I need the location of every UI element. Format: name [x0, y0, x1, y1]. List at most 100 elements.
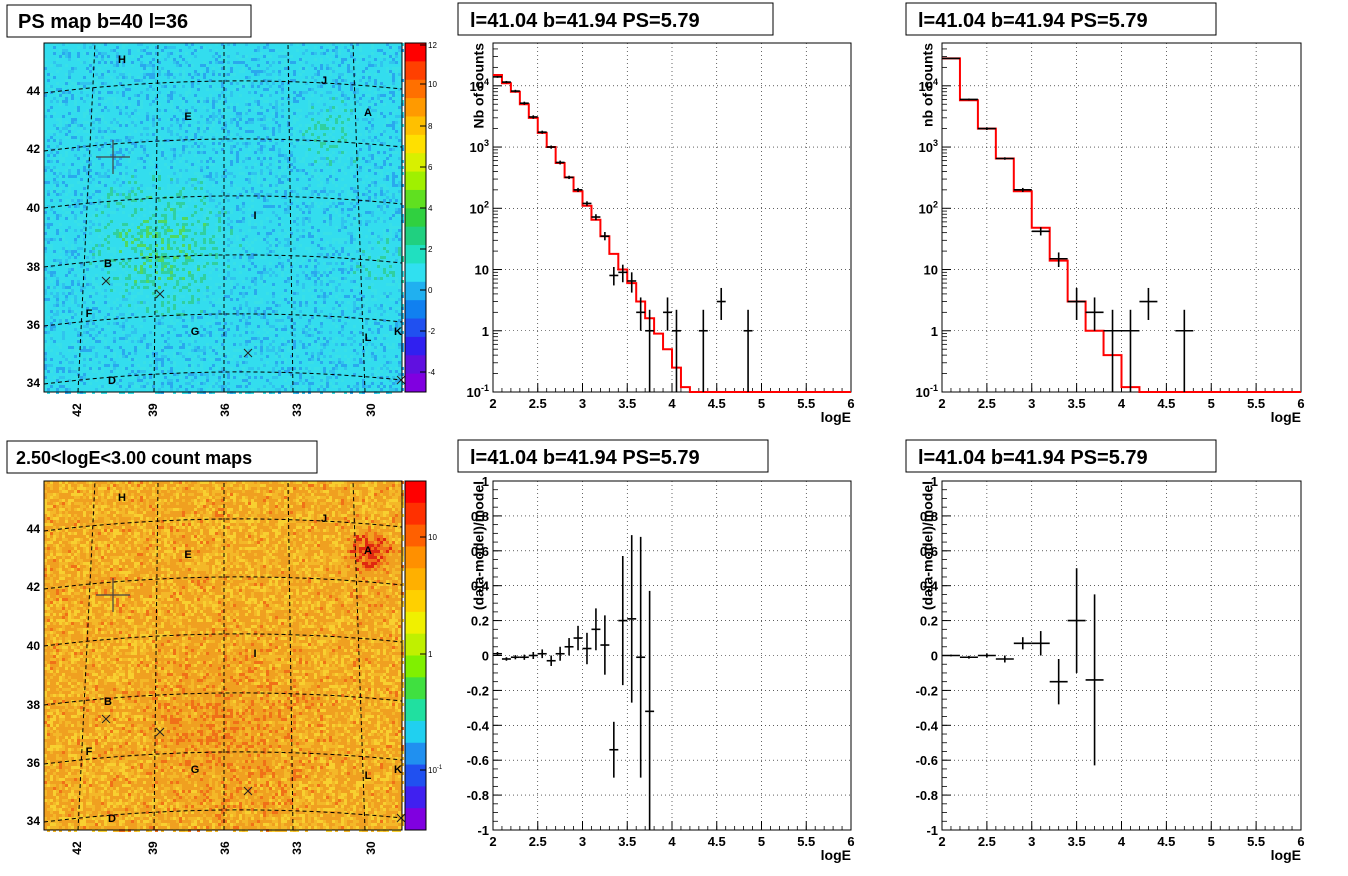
source-label-j: J — [321, 513, 327, 525]
resid2-ylabel: (data-model)/model — [919, 481, 935, 610]
spec2-x-tick-label: 2 — [938, 396, 945, 411]
resid2-data-point — [942, 654, 960, 657]
psmap-palette-tick: 0 — [428, 286, 433, 295]
spec2-model-histogram — [942, 57, 1301, 393]
lon-tick-label: 33 — [290, 841, 304, 855]
countmap-palette-tick: 10 — [428, 533, 437, 542]
lon-tick-label: 30 — [364, 403, 378, 417]
resid1-data-point — [618, 556, 628, 686]
spec2-data-point — [995, 157, 1014, 160]
source-label-f: F — [86, 746, 93, 758]
spec1-data-point — [627, 272, 637, 293]
residual-pad-1: 2 2.5 3 3.5 4 4.5 5 5.5 6 1 0.8 0.6 0.4 0.2 0 -0.2 -0.4 -… — [467, 474, 855, 863]
spec2-data-point — [1085, 297, 1104, 331]
lon-tick-label: 33 — [290, 403, 304, 417]
resid2-x-tick-label: 5 — [1208, 834, 1215, 849]
psmap-palette-tick: 2 — [428, 245, 433, 254]
resid1-x-tick-label: 6 — [847, 834, 854, 849]
resid1-y-tick-label: 0.6 — [471, 544, 489, 559]
spec2-xlabel: logE — [1271, 409, 1301, 425]
source-marker — [243, 786, 253, 796]
lat-tick-label: 36 — [27, 756, 41, 770]
resid1-x-tick-label: 3.5 — [618, 834, 636, 849]
psmap-title-box — [6, 4, 252, 38]
lon-tick-label: 39 — [146, 841, 160, 855]
spec1-x-tick-label: 3.5 — [618, 396, 636, 411]
spec2-data-point — [942, 57, 960, 60]
resid2-y-tick-label: -1 — [926, 823, 938, 838]
spec1-data-point — [609, 266, 619, 286]
resid1-data-point — [573, 625, 583, 651]
source-label-k: K — [394, 764, 402, 776]
resid1-ylabel: (data-model)/model — [470, 481, 486, 610]
resid1-x-tick-label: 3 — [579, 834, 586, 849]
source-label-l: L — [365, 332, 372, 344]
source-label-a: A — [364, 545, 372, 557]
lat-tick-label: 38 — [27, 698, 41, 712]
resid2-data-point — [1013, 637, 1032, 650]
psmap-palette-tick: 4 — [428, 204, 433, 213]
countmap-palette-tick: 1 — [428, 650, 433, 659]
spec1-data-point — [537, 130, 547, 134]
spec1-x-tick-label: 6 — [847, 396, 854, 411]
spec1-data-point — [600, 231, 610, 241]
spec2-x-tick-label: 3.5 — [1068, 396, 1086, 411]
resid1-data-point — [636, 536, 646, 778]
source-label-f: F — [86, 308, 93, 320]
resid2-data-point — [959, 655, 978, 659]
source-marker — [101, 714, 111, 724]
resid2-x-tick-label: 4.5 — [1157, 834, 1175, 849]
lat-tick-label: 44 — [27, 84, 41, 98]
resid2-y-tick-label: 0.2 — [920, 614, 938, 629]
resid1-y-tick-label: -0.4 — [467, 718, 490, 733]
countmap-palette-tick: 10-1 — [428, 765, 443, 775]
source-label-h: H — [118, 492, 126, 504]
lon-tick-label: 30 — [364, 841, 378, 855]
resid1-title: l=41.04 b=41.94 PS=5.79 — [470, 447, 700, 469]
resid1-data-point — [645, 590, 655, 830]
lat-tick-label: 42 — [27, 580, 41, 594]
lat-tick-label: 34 — [27, 814, 41, 828]
spec1-x-tick-label: 2 — [489, 396, 496, 411]
lon-tick-label: 36 — [218, 841, 232, 855]
resid1-data-point — [555, 646, 565, 661]
psmap-palette-tick: 6 — [428, 163, 433, 172]
source-label-e: E — [184, 111, 191, 123]
spec1-data-point — [663, 297, 672, 331]
resid2-title: l=41.04 b=41.94 PS=5.79 — [918, 447, 1148, 469]
source-marker — [155, 289, 165, 299]
resid1-data-point — [627, 535, 637, 703]
source-label-a: A — [364, 107, 372, 119]
resid1-x-tick-label: 5 — [758, 834, 765, 849]
spec1-data-point — [510, 89, 520, 93]
target-cross-marker — [96, 578, 130, 612]
resid2-x-tick-label: 2.5 — [978, 834, 996, 849]
source-label-d: D — [108, 375, 116, 387]
resid1-x-tick-label: 4.5 — [708, 834, 726, 849]
resid1-data-point — [591, 608, 601, 651]
source-marker — [243, 348, 253, 358]
spec1-data-point — [528, 115, 538, 119]
spec1-x-tick-label: 4 — [668, 396, 676, 411]
spec1-data-point — [716, 287, 726, 320]
spec2-data-point — [1139, 287, 1158, 320]
lat-tick-label: 34 — [27, 376, 41, 390]
resid2-y-tick-label: 0.6 — [920, 544, 938, 559]
resid1-data-point — [493, 652, 502, 656]
spec1-data-point — [698, 309, 708, 392]
resid2-y-tick-label: -0.4 — [916, 718, 939, 733]
residual-pad-2: 2 2.5 3 3.5 4 4.5 5 5.5 6 1 0.8 0.6 0.4 0.2 0 -0.2 -0.4 -… — [916, 474, 1305, 863]
resid1-y-tick-label: 0 — [482, 649, 489, 664]
resid1-x-tick-label: 5.5 — [797, 834, 815, 849]
spec1-data-point — [519, 101, 529, 105]
resid1-data-point — [519, 654, 529, 660]
resid1-frame — [492, 480, 852, 831]
resid2-y-tick-label: -0.6 — [916, 753, 938, 768]
spec1-x-tick-label: 4.5 — [708, 396, 726, 411]
psmap-title: PS map b=40 l=36 — [18, 11, 188, 33]
spec1-data-point — [501, 80, 511, 84]
resid2-y-tick-label: 1 — [931, 474, 938, 489]
resid1-y-tick-label: 0.8 — [471, 509, 489, 524]
spec1-x-tick-label: 5.5 — [797, 396, 815, 411]
resid2-x-tick-label: 2 — [938, 834, 945, 849]
